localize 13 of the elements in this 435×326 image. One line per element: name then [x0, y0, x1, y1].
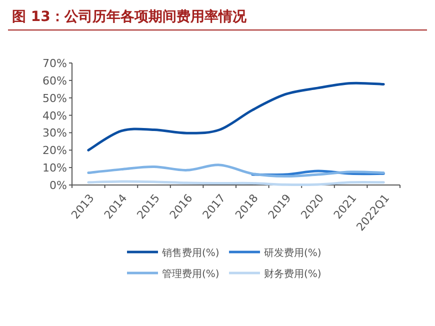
y-tick-label: 10% [42, 162, 67, 175]
y-tick-label: 0% [50, 179, 67, 192]
legend-label: 销售费用(%) [161, 247, 220, 259]
legend-label: 研发费用(%) [264, 247, 322, 259]
y-tick-label: 20% [42, 144, 67, 158]
legend-label: 财务费用(%) [264, 268, 322, 280]
chart-title: 图 13：公司历年各项期间费用率情况 [12, 8, 248, 25]
y-tick-label: 60% [42, 74, 67, 88]
y-tick-label: 30% [42, 126, 67, 140]
y-tick-label: 50% [42, 92, 67, 105]
y-tick-label: 70% [42, 57, 67, 70]
legend-label: 管理费用(%) [162, 268, 220, 280]
y-tick-label: 40% [42, 109, 67, 122]
